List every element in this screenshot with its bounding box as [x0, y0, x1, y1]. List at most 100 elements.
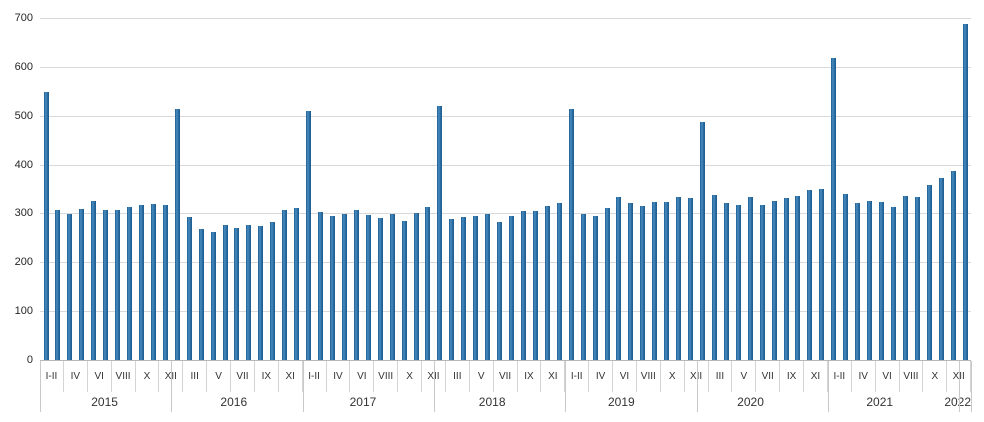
gridline — [40, 165, 971, 166]
bar-2015-XII — [162, 205, 168, 360]
year-axis: 2015 2016 2017 2018 2019 2020 2021 2022 — [40, 392, 971, 412]
year-axis-label-2019: 2019 — [607, 395, 635, 409]
year-separator-line — [696, 361, 698, 412]
month-axis-label: XII — [159, 361, 184, 392]
month-axis-label: V — [732, 361, 757, 392]
month-axis-label: X — [661, 361, 685, 392]
bar-2019-V — [604, 208, 610, 360]
bar-2017-XI — [413, 213, 419, 360]
bar-2018-VIII — [509, 216, 514, 360]
month-axis-label: XII — [947, 361, 972, 392]
bar-2016-IX — [258, 226, 264, 360]
bar-2021-IX — [914, 197, 920, 360]
year-separator-line — [827, 361, 829, 412]
month-axis-label: VII — [494, 361, 518, 392]
bar-2017-VII — [365, 215, 371, 360]
bar-2016-VII — [234, 228, 240, 360]
bar-2017-VI — [353, 210, 359, 360]
bar-2019-VI — [616, 197, 622, 360]
month-axis-label: VIII — [900, 361, 924, 392]
year-axis-label-2021: 2021 — [866, 395, 894, 409]
bar-2018-XI — [544, 206, 550, 360]
bar-2017-VIII — [377, 218, 383, 360]
bar-2015-VIII — [115, 210, 121, 360]
month-axis-label: XI — [279, 361, 303, 392]
bar-2016-XI — [282, 210, 288, 360]
gridline — [40, 262, 971, 263]
bar-2016-V — [210, 232, 216, 360]
bar-2019-X — [664, 202, 670, 360]
bar-2020-III — [711, 195, 717, 360]
bar-2020-XI — [807, 190, 813, 360]
bar-2019-I-II — [568, 109, 574, 360]
month-axis-label: IV — [589, 361, 613, 392]
month-axis-label: I-II — [40, 361, 64, 392]
month-axis-label: XII — [422, 361, 446, 392]
bar-2021-X — [926, 185, 932, 360]
y-axis-tick-label: 700 — [14, 12, 33, 24]
bar-2021-VIII — [902, 196, 908, 360]
bar-2020-IX — [783, 198, 789, 360]
y-axis-tick-label: 0 — [26, 354, 33, 366]
bar-2018-VI — [485, 214, 491, 360]
bar-2017-IX — [389, 214, 395, 360]
bar-2016-III — [186, 217, 192, 360]
bar-2019-XII — [688, 198, 693, 360]
month-axis: I-IIIVVIVIIIXXIIIIIVVIIIXXII-IIIVVIVIIIX… — [40, 361, 972, 392]
year-axis-label-2022: 2022 — [944, 395, 972, 409]
month-axis-label: V — [470, 361, 494, 392]
bar-2020-V — [735, 205, 741, 360]
bar-2021-VII — [890, 207, 896, 360]
bar-2021-XII — [950, 171, 956, 360]
month-axis-label: VII — [756, 361, 781, 392]
bar-2015-IV — [67, 214, 73, 360]
month-axis-label: VIII — [637, 361, 661, 392]
bar-2019-VIII — [640, 206, 646, 360]
bar-2021-XI — [938, 178, 944, 360]
bar-2015-X — [139, 205, 144, 360]
bar-2020-IV — [723, 203, 729, 360]
month-axis-label: IX — [255, 361, 279, 392]
year-axis-label-2020: 2020 — [737, 395, 764, 409]
bar-2018-IV — [461, 217, 467, 360]
y-axis-tick-label: 300 — [14, 207, 33, 219]
bar-2021-III — [843, 194, 849, 360]
x-axis-line — [40, 360, 971, 361]
bar-2016-VI — [222, 225, 228, 360]
bar-2015-VI — [91, 201, 97, 360]
month-axis-label: I-II — [303, 361, 327, 392]
gridline — [40, 67, 971, 68]
bar-2018-XII — [556, 203, 562, 360]
month-axis-label: I-II — [828, 361, 852, 392]
bar-2015-III — [55, 210, 61, 360]
month-axis-label: VI — [876, 361, 900, 392]
bar-2018-IX — [520, 211, 526, 360]
year-separator-line — [433, 361, 435, 412]
bar-2015-IX — [127, 207, 132, 360]
bar-2020-I-II — [699, 122, 705, 360]
year-axis-label-2017: 2017 — [349, 395, 377, 409]
bar-2021-V — [867, 201, 872, 360]
month-axis-label: IX — [518, 361, 542, 392]
bar-2019-XI — [676, 197, 682, 360]
bar-2021-VI — [879, 202, 884, 360]
bar-2017-I-II — [306, 111, 312, 360]
bar-2020-VIII — [771, 201, 777, 360]
month-axis-label: VIII — [112, 361, 136, 392]
month-axis-label: X — [923, 361, 948, 392]
month-axis-label: V — [207, 361, 231, 392]
month-axis-label: IX — [780, 361, 804, 392]
bar-2015-V — [79, 209, 85, 360]
year-axis-label-2018: 2018 — [478, 395, 506, 409]
month-axis-label: VI — [613, 361, 637, 392]
month-axis-label: IV — [327, 361, 351, 392]
month-axis-label: IV — [64, 361, 88, 392]
month-axis-label: VII — [231, 361, 255, 392]
y-axis-tick-label: 100 — [14, 305, 33, 317]
bar-2018-V — [473, 216, 479, 360]
bar-2021-IV — [855, 203, 861, 360]
y-axis-tick-label: 600 — [14, 61, 33, 73]
year-separator-line — [565, 361, 567, 412]
gridline — [40, 311, 971, 312]
